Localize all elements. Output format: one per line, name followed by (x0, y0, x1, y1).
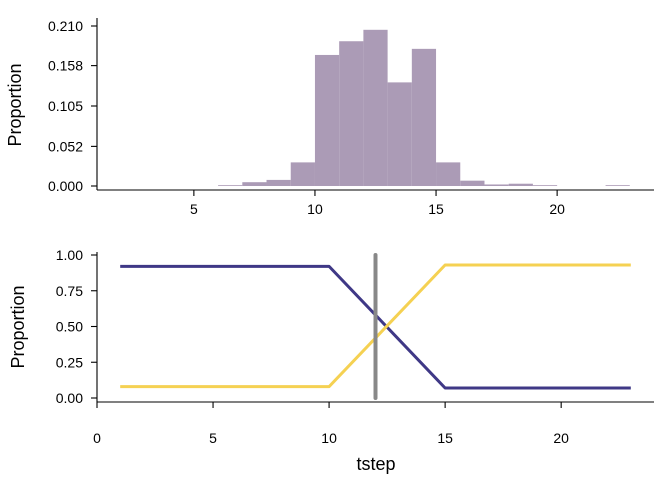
line-y-tick-label: 0.25 (56, 354, 83, 370)
line-y-tick-label: 0.75 (56, 283, 83, 299)
histogram-bar (339, 41, 364, 186)
line-y-ticks: 0.00 0.25 0.50 0.75 1.00 (56, 247, 97, 406)
line-series-1 (120, 263, 631, 389)
histogram-bar (484, 184, 509, 186)
line-y-axis-title: Proportion (8, 285, 28, 368)
line-x-tick-label: 20 (553, 430, 569, 446)
line-y-tick-label: 0.50 (56, 319, 83, 335)
histogram-y-tick-label: 0.105 (48, 98, 83, 114)
line-panel: 0 5 10 15 20 0.00 0.25 0.50 0.75 1.00 Proportion… (8, 247, 654, 474)
histogram-bar (314, 54, 340, 187)
line-series-group (120, 253, 631, 400)
histogram-bars (218, 29, 630, 187)
line-x-tick-label: 0 (93, 430, 101, 446)
histogram-bar (532, 185, 558, 186)
histogram-bar (508, 183, 533, 186)
histogram-bar (605, 185, 630, 186)
histogram-x-tick-label: 5 (190, 201, 198, 217)
histogram-bar (411, 48, 437, 186)
histogram-bar (387, 82, 412, 186)
histogram-y-tick-label: 0.000 (48, 178, 83, 194)
histogram-y-tick-label: 0.158 (48, 58, 83, 74)
line-x-axis-title: tstep (356, 454, 395, 474)
histogram-y-ticks: 0.000 0.052 0.105 0.158 0.210 (48, 18, 97, 194)
histogram-bar (242, 182, 267, 186)
histogram-x-ticks: 5 10 15 20 (190, 190, 565, 217)
histogram-x-tick-label: 15 (428, 201, 444, 217)
histogram-bar (436, 162, 461, 186)
histogram-bar (266, 179, 291, 186)
histogram-x-tick-label: 10 (307, 201, 323, 217)
histogram-y-axis-title: Proportion (5, 63, 25, 146)
histogram-panel: 5 10 15 20 0.000 0.052 0.105 0.158 0.210 Propor… (5, 18, 654, 217)
histogram-bar (218, 185, 243, 186)
histogram-bar (460, 180, 485, 186)
line-x-ticks: 0 5 10 15 20 (93, 402, 569, 446)
line-y-tick-label: 0.00 (56, 390, 83, 406)
histogram-bar (290, 162, 315, 186)
line-y-tick-label: 1.00 (56, 247, 83, 263)
histogram-y-tick-label: 0.052 (48, 138, 83, 154)
histogram-x-tick-label: 20 (549, 201, 565, 217)
histogram-y-tick-label: 0.210 (48, 18, 83, 34)
line-x-tick-label: 5 (209, 430, 217, 446)
line-x-tick-label: 15 (437, 430, 453, 446)
line-x-tick-label: 10 (321, 430, 337, 446)
histogram-bar (363, 29, 388, 186)
